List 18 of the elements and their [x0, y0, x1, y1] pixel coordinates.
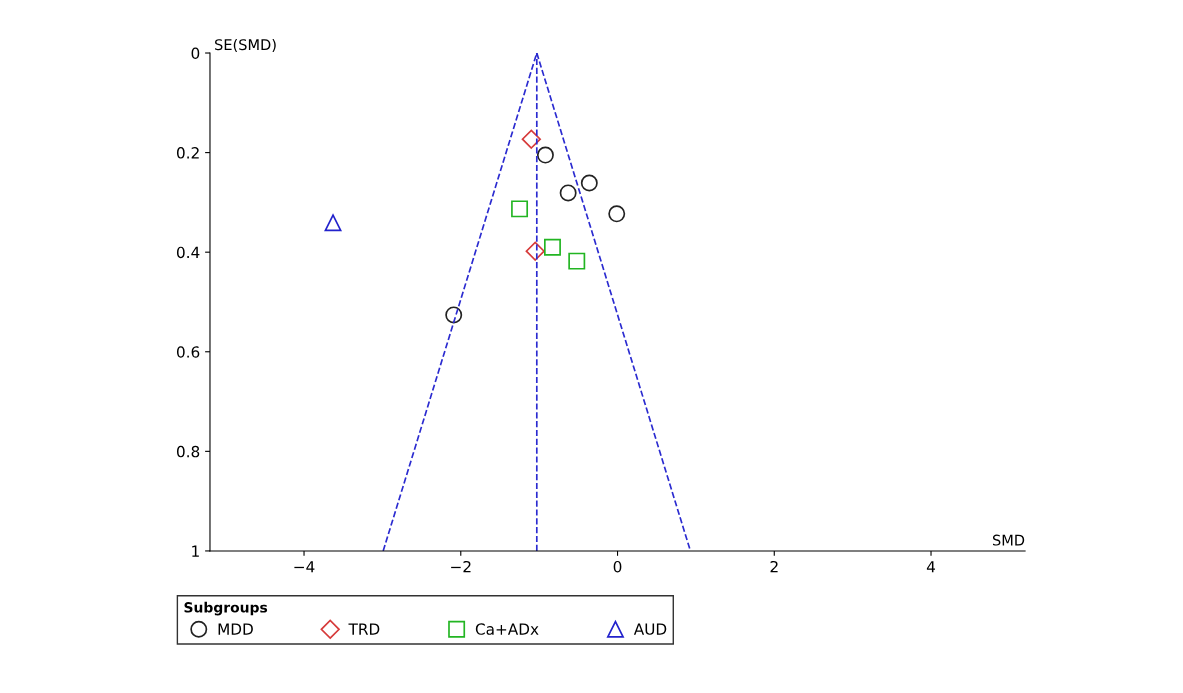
y-tick-label: 1 [192, 545, 199, 557]
legend-title: Subgroups [184, 601, 268, 616]
x-tick-label: 2 [770, 560, 778, 573]
legend-label: Ca+ADx [475, 623, 539, 635]
y-axis-title: SE(SMD) [215, 38, 276, 52]
x-tick-label: −2 [451, 560, 471, 573]
x-tick-label: 4 [926, 561, 936, 573]
legend-label: TRD [348, 623, 380, 635]
x-axis-title: SMD [992, 534, 1025, 546]
y-tick-label: 0 [191, 47, 200, 60]
legend-label: MDD [218, 623, 253, 635]
x-tick-label: −4 [294, 561, 315, 573]
y-tick-label: 0.4 [176, 246, 200, 259]
y-tick-label: 0.6 [176, 346, 200, 358]
legend-label: AUD [633, 623, 667, 635]
y-tick-label: 0.8 [176, 445, 200, 458]
y-tick-label: 0.2 [176, 147, 199, 159]
x-tick-label: 0 [613, 560, 622, 573]
